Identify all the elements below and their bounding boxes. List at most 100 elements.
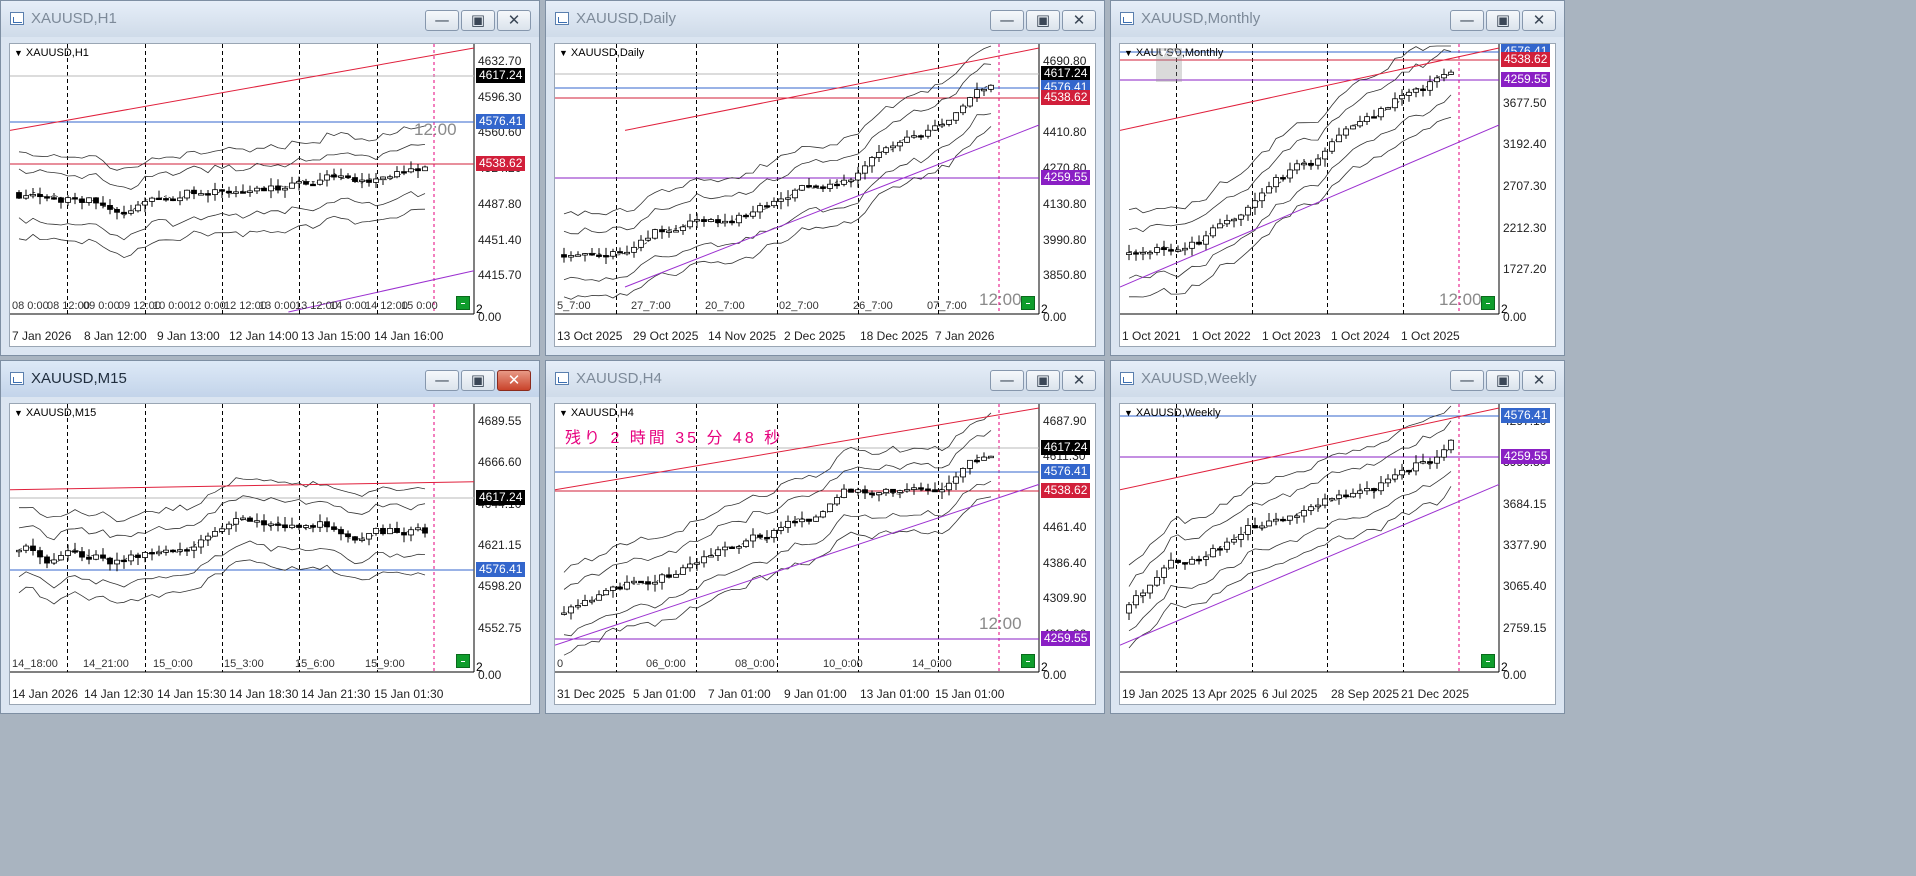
minimize-icon: —: [999, 11, 1015, 29]
separator-time-label: 14_0:00: [912, 658, 952, 670]
candle: [1140, 592, 1146, 597]
candle: [862, 489, 868, 494]
chart-area[interactable]: ▼XAUUSD,Monthly▼▲4167.203677.503192.4027…: [1119, 43, 1556, 347]
candle: [1294, 163, 1300, 171]
price-tag: 4259.55: [1041, 631, 1091, 646]
minimize-button[interactable]: —: [425, 370, 459, 391]
chart-window-weekly[interactable]: XAUUSD,Weekly — ▣ ✕ ▼XAUUSD,Weekly4297.10399…: [1110, 360, 1565, 714]
minimize-button[interactable]: —: [990, 10, 1024, 31]
minimize-button[interactable]: —: [1450, 370, 1484, 391]
dropdown-arrow-icon[interactable]: ▼: [14, 48, 23, 58]
price-chart[interactable]: [1120, 404, 1557, 706]
candle: [1182, 562, 1188, 565]
title-bar[interactable]: XAUUSD,Monthly — ▣ ✕: [1111, 1, 1564, 37]
one-click-trading-icon[interactable]: [456, 654, 470, 668]
close-button[interactable]: ✕: [1062, 370, 1096, 391]
chart-window-h4[interactable]: XAUUSD,H4 — ▣ ✕ ▼ XAUUSD,H4 残り 2 時間 35 分 48 秒 4…: [545, 360, 1105, 714]
close-button[interactable]: ✕: [1522, 370, 1556, 391]
candle: [659, 574, 665, 583]
price-axis-label: 0.00: [1043, 668, 1067, 682]
chart-window-m15[interactable]: XAUUSD,M15— ▣ ✕ ▼ XAUUSD,M15 4689.55 4666.60 46…: [0, 360, 540, 714]
one-click-trading-icon[interactable]: [1481, 296, 1495, 310]
maximize-icon: ▣: [1035, 371, 1051, 389]
chart-area[interactable]: ▼XAUUSD,Daily4690.804550.804410.804270.8…: [554, 43, 1096, 347]
maximize-button[interactable]: ▣: [1486, 370, 1520, 391]
title-bar[interactable]: XAUUSD,H4 — ▣ ✕: [546, 361, 1104, 397]
time-axis-label: 14 Jan 2026: [12, 687, 79, 701]
time-axis-label: 6 Jul 2025: [1262, 687, 1318, 701]
time-axis-label: 15 Jan 01:00: [935, 687, 1005, 701]
close-button[interactable]: ✕: [497, 10, 531, 31]
candle: [1126, 252, 1132, 255]
dropdown-arrow-icon[interactable]: ▼: [559, 48, 568, 58]
candle: [1371, 116, 1377, 119]
dropdown-arrow-icon[interactable]: ▼: [14, 408, 23, 418]
candle: [373, 178, 379, 183]
title-bar[interactable]: XAUUSD,H1 — ▣ ✕: [1, 1, 539, 37]
title-bar[interactable]: XAUUSD,Daily — ▣ ✕: [546, 1, 1104, 37]
candle: [568, 255, 574, 258]
chart-area[interactable]: ▼XAUUSD,H14632.704596.304560.604524.2044…: [9, 43, 531, 347]
minimize-button[interactable]: —: [1450, 10, 1484, 31]
maximize-icon: ▣: [470, 11, 486, 29]
band-line: [563, 480, 992, 637]
chart-area[interactable]: ▼ XAUUSD,H4 残り 2 時間 35 分 48 秒 4687.90 4611.3…: [554, 403, 1096, 705]
close-button[interactable]: ✕: [1062, 10, 1096, 31]
candle: [408, 529, 414, 536]
time-axis-label: 9 Jan 01:00: [784, 687, 847, 701]
close-button[interactable]: ✕: [1522, 10, 1556, 31]
chart-window-monthly[interactable]: XAUUSD,Monthly—▣✕▼XAUUSD,Monthly▼▲4167.2…: [1110, 0, 1565, 356]
time-axis-label: 13 Apr 2025: [1192, 687, 1257, 701]
symbol-period-text: XAUUSD,H4: [570, 407, 634, 419]
separator-time-label: 07_7:00: [927, 300, 967, 312]
price-chart[interactable]: [1120, 44, 1557, 348]
maximize-button[interactable]: ▣: [1026, 10, 1060, 31]
bar-countdown-timer: 残り 2 時間 35 分 48 秒: [565, 430, 784, 447]
maximize-button[interactable]: ▣: [1486, 10, 1520, 31]
candle: [86, 197, 92, 203]
object-marker-icon[interactable]: ▼▲: [1156, 48, 1182, 82]
candle: [596, 594, 602, 601]
close-button[interactable]: ✕: [497, 370, 531, 391]
candle: [1350, 492, 1356, 498]
price-chart[interactable]: [10, 44, 532, 348]
maximize-button[interactable]: ▣: [1026, 370, 1060, 391]
candle: [149, 552, 155, 555]
one-click-trading-icon[interactable]: [1481, 654, 1495, 668]
candle: [1427, 81, 1433, 91]
candle: [624, 581, 630, 590]
candle: [310, 183, 316, 187]
channel-upper-trendline: [624, 47, 1040, 131]
chart-window-daily[interactable]: XAUUSD,Daily—▣✕▼XAUUSD,Daily4690.804550.…: [545, 0, 1105, 356]
chart-window-h1[interactable]: XAUUSD,H1— ▣ ✕ ▼ XAUUSD,H1 4632.70 4596.30 4560…: [0, 0, 540, 356]
dropdown-arrow-icon[interactable]: ▼: [559, 408, 568, 418]
one-click-trading-icon[interactable]: [1021, 296, 1035, 310]
price-axis-label: 0.00: [1503, 310, 1527, 324]
candle: [191, 546, 197, 551]
minimize-icon: —: [1459, 11, 1475, 29]
chart-area[interactable]: ▼XAUUSD,M154689.554666.604644.104621.154…: [9, 403, 531, 705]
candle: [401, 532, 407, 536]
one-click-trading-icon[interactable]: [456, 296, 470, 310]
title-bar[interactable]: XAUUSD,M15 — ▣ ✕: [1, 361, 539, 397]
maximize-button[interactable]: ▣: [461, 370, 495, 391]
candle: [93, 197, 99, 204]
chart-area[interactable]: ▼XAUUSD,Weekly4297.103990.803684.153377.…: [1119, 403, 1556, 705]
chart-symbol-label: ▼ XAUUSD,H4: [559, 407, 634, 419]
candle: [1189, 241, 1195, 249]
dropdown-arrow-icon[interactable]: ▼: [1124, 408, 1133, 418]
price-chart[interactable]: [555, 404, 1097, 706]
one-click-trading-icon[interactable]: [1021, 654, 1035, 668]
channel-upper-trendline: [10, 47, 475, 131]
title-bar[interactable]: XAUUSD,Weekly — ▣ ✕: [1111, 361, 1564, 397]
candle: [624, 251, 630, 255]
time-axis-label: 13 Oct 2025: [557, 329, 623, 343]
minimize-button[interactable]: —: [990, 370, 1024, 391]
dropdown-arrow-icon[interactable]: ▼: [1124, 48, 1133, 58]
price-chart[interactable]: [555, 44, 1097, 348]
price-chart[interactable]: [10, 404, 532, 706]
chart-window-icon: [10, 372, 24, 385]
candle: [1315, 504, 1321, 508]
maximize-button[interactable]: ▣: [461, 10, 495, 31]
minimize-button[interactable]: —: [425, 10, 459, 31]
